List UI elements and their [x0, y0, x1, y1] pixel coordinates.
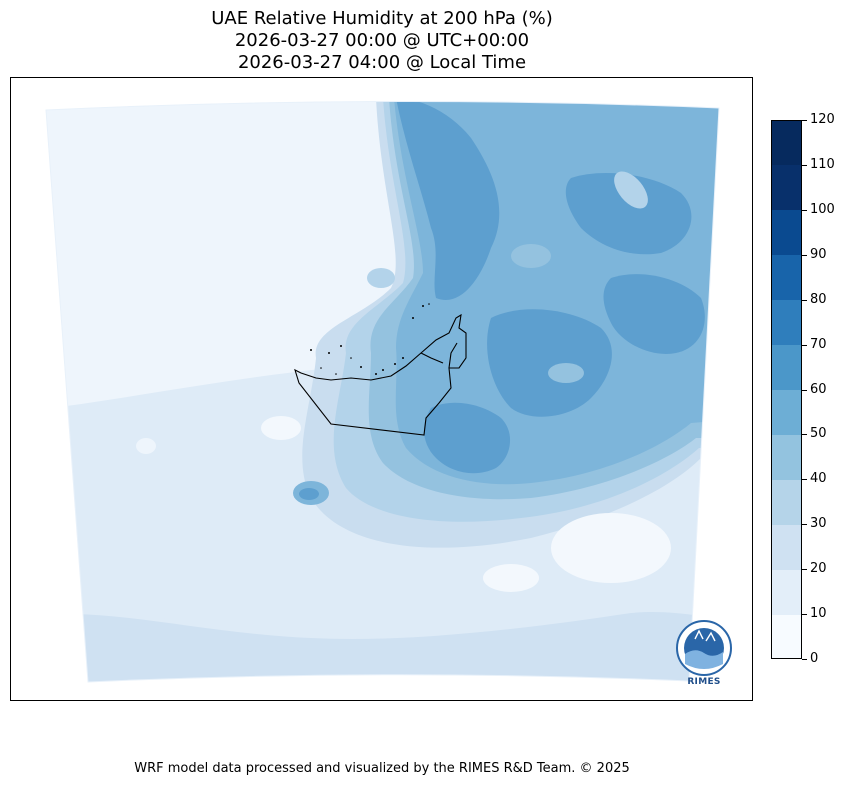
colorbar-tick-label: 100 [810, 201, 835, 217]
rimes-logo [676, 620, 732, 676]
colorbar-segment [772, 569, 801, 615]
colorbar-tick [802, 434, 807, 436]
local-time: 2026-03-27 04:00 @ Local Time [237, 52, 527, 73]
map-panel [10, 77, 753, 701]
colorbar-tick [802, 344, 807, 346]
colorbar-tick-label: 80 [810, 291, 827, 307]
credit-footer: WRF model data processed and visualized … [134, 761, 630, 776]
colorbar-segment [772, 344, 801, 390]
utc-time: 2026-03-27 00:00 @ UTC+00:00 [234, 30, 530, 51]
colorbar-tick-label: 60 [810, 381, 827, 397]
colorbar-tick [802, 254, 807, 256]
colorbar-tick [802, 120, 807, 121]
colorbar-segment [772, 299, 801, 346]
colorbar-tick [802, 209, 807, 211]
colorbar-tick-label: 0 [810, 651, 819, 666]
colorbar-tick [802, 659, 807, 660]
map-title: UAE Relative Humidity at 200 hPa (%) [211, 8, 553, 29]
colorbar-tick-label: 30 [810, 516, 827, 532]
colorbar-segment [772, 121, 801, 166]
colorbar-segment [772, 479, 801, 525]
colorbar-tick [802, 479, 807, 481]
colorbar-segment [772, 524, 801, 570]
colorbar-tick [802, 614, 807, 616]
uae-boundary [294, 313, 467, 436]
humidity-field [46, 101, 719, 682]
colorbar-tick-label: 90 [810, 246, 827, 262]
colorbar-tick [802, 389, 807, 391]
colorbar-tick [802, 569, 807, 571]
colorbar-tick-label: 20 [810, 561, 827, 577]
colorbar-tick-label: 120 [810, 112, 835, 127]
colorbar-segment [772, 254, 801, 301]
humidity-map [45, 100, 720, 683]
colorbar-tick [802, 164, 807, 166]
logo-text: RIMES [687, 677, 721, 687]
colorbar-segment [772, 614, 801, 658]
colorbar-tick-label: 110 [810, 156, 835, 172]
colorbar-tick-label: 10 [810, 606, 827, 622]
islands [310, 303, 430, 375]
colorbar [771, 120, 802, 659]
colorbar-segment [772, 434, 801, 480]
colorbar-tick-label: 50 [810, 426, 827, 442]
colorbar-tick-label: 40 [810, 471, 827, 487]
colorbar-segment [772, 164, 801, 211]
colorbar-tick-label: 70 [810, 336, 827, 352]
colorbar-tick [802, 524, 807, 526]
colorbar-tick [802, 299, 807, 301]
colorbar-segment [772, 389, 801, 435]
colorbar-segment [772, 209, 801, 256]
